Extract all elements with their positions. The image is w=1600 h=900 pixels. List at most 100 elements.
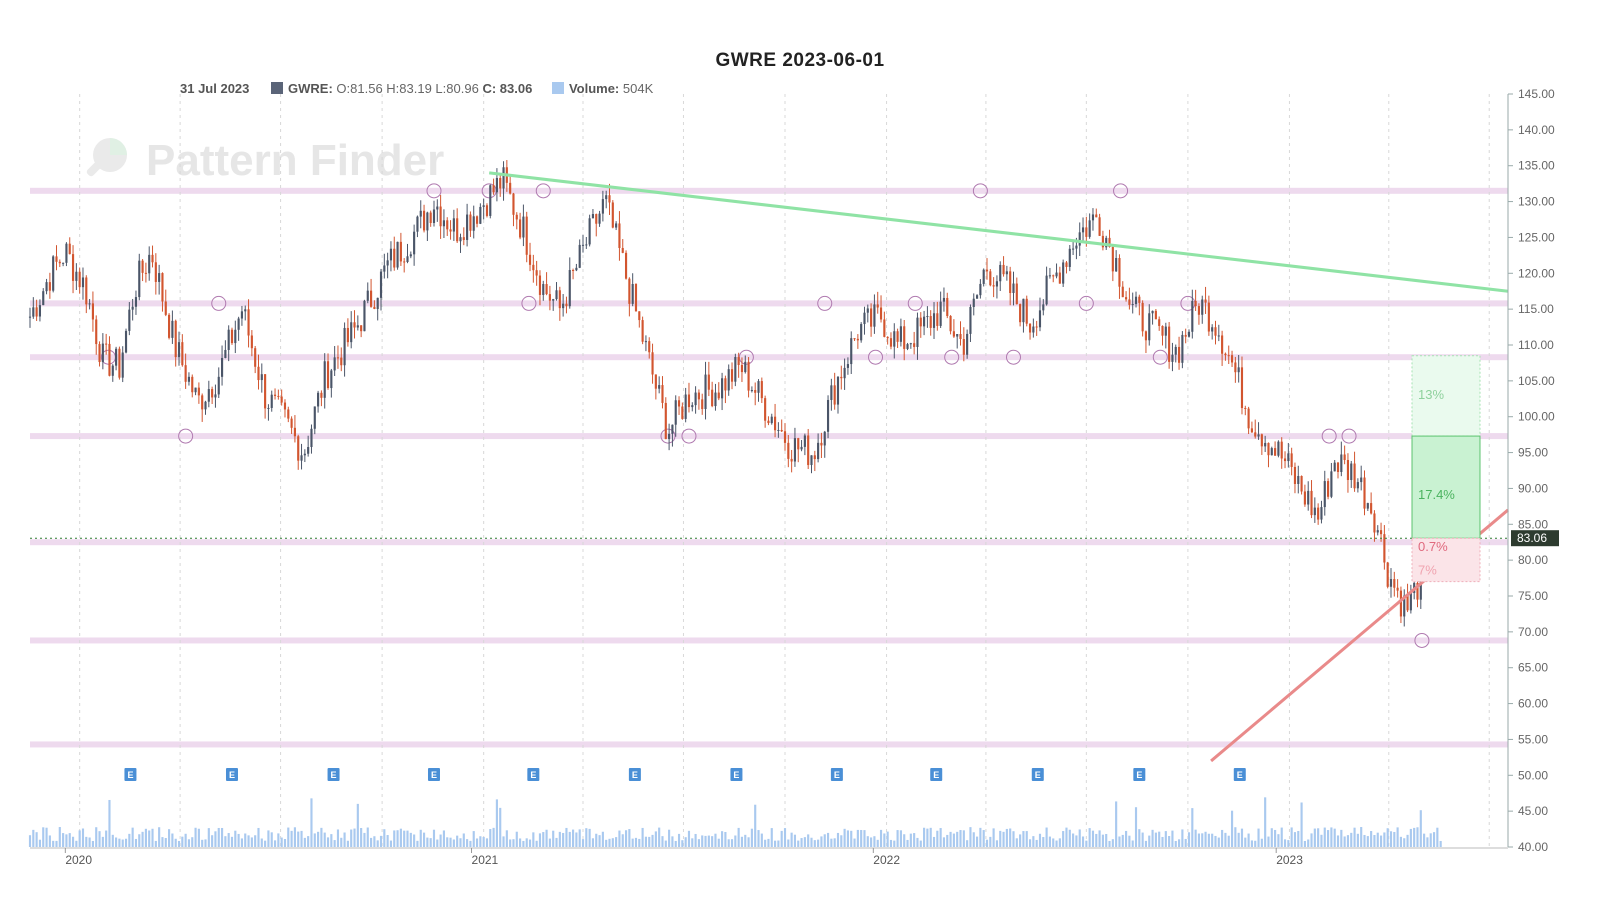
candle-body	[754, 390, 757, 393]
volume-bar	[558, 831, 561, 847]
candle-body	[711, 389, 714, 407]
candle-body	[1045, 275, 1048, 305]
info-volume: Volume: 504K	[551, 81, 654, 96]
candle-body	[1015, 283, 1018, 305]
volume-bar	[1254, 840, 1257, 847]
earnings-marker-bg	[730, 768, 743, 781]
y-tick-label: 130.00	[1518, 195, 1555, 209]
volume-bar	[519, 838, 522, 847]
candle-body	[1161, 325, 1164, 336]
volume-bar	[1187, 832, 1191, 847]
volume-bar	[936, 830, 939, 847]
volume-bar	[522, 840, 525, 847]
candle-body	[651, 352, 654, 375]
candle-body	[1366, 503, 1369, 509]
volume-bar	[1393, 831, 1396, 847]
candle-body	[671, 424, 674, 434]
candle-body	[1303, 491, 1306, 505]
candle-body	[1058, 272, 1061, 284]
volume-bar	[1244, 837, 1247, 847]
volume-bar	[1005, 828, 1008, 847]
candle-body	[323, 361, 326, 398]
level-line-4	[30, 539, 1508, 546]
candle-body	[280, 396, 283, 403]
candle-body	[972, 298, 975, 308]
volume-bar	[85, 836, 88, 847]
volume-bar	[1081, 836, 1085, 847]
candle-body	[916, 317, 919, 347]
candle-body	[618, 223, 621, 249]
earnings-marker-label: E	[1035, 770, 1041, 780]
earnings-marker-bg	[527, 768, 540, 781]
volume-bar	[1300, 802, 1303, 847]
volume-bar	[52, 840, 55, 847]
candle-body	[1121, 286, 1124, 298]
pattern-point-icon	[521, 295, 537, 311]
earnings-marker-icon: E	[830, 768, 843, 781]
volume-bar	[1366, 836, 1369, 847]
volume-bar	[214, 831, 217, 847]
volume-bar	[1168, 836, 1171, 847]
last-price-badge	[1511, 530, 1559, 547]
candle-body	[932, 313, 936, 328]
volume-bar	[379, 835, 383, 847]
candle-body	[668, 433, 671, 440]
candle-body	[1353, 463, 1356, 489]
earnings-marker-label: E	[632, 770, 638, 780]
volume-bar	[512, 839, 515, 847]
pattern-point-icon	[1005, 349, 1021, 365]
candle-body	[1032, 326, 1035, 333]
volume-bar	[605, 839, 608, 847]
candle-body	[1154, 310, 1157, 320]
earnings-marker-icon: E	[730, 768, 743, 781]
volume-bar	[366, 827, 369, 847]
candle-body	[535, 270, 538, 276]
candle-body	[903, 326, 906, 349]
pattern-point-icon	[944, 349, 960, 365]
candle-body	[1376, 530, 1379, 533]
candle-body	[1148, 313, 1151, 341]
candle-body	[131, 306, 134, 310]
volume-bar	[916, 837, 919, 847]
earnings-marker-icon: E	[1031, 768, 1044, 781]
candle-body	[68, 243, 71, 255]
volume-bar	[78, 830, 81, 847]
info-volume-value: 504K	[622, 81, 654, 96]
y-tick-label: 105.00	[1518, 374, 1555, 388]
volume-bar	[1131, 840, 1134, 847]
candle-body	[267, 407, 270, 409]
earnings-marker-bg	[930, 768, 943, 781]
volume-bar	[91, 840, 94, 847]
volume-bar	[1416, 827, 1419, 847]
candle-body	[1317, 507, 1320, 520]
volume-bar	[1340, 829, 1343, 847]
volume-bar	[870, 837, 873, 847]
volume-bar	[303, 837, 306, 847]
volume-bar	[773, 840, 777, 847]
volume-bar	[1227, 835, 1230, 847]
candle-body	[370, 290, 373, 307]
volume-bar	[234, 830, 237, 847]
candle-body	[681, 406, 684, 419]
volume-bar	[562, 832, 565, 847]
candle-body	[992, 285, 995, 287]
support-resistance-levels	[30, 187, 1508, 748]
candle-body	[562, 303, 565, 309]
x-tick-label: 2020	[65, 853, 92, 867]
volume-bar	[293, 827, 296, 847]
candle-body	[807, 435, 810, 466]
candle-body	[379, 271, 383, 298]
candle-body	[548, 294, 551, 301]
pattern-point-icon	[1113, 183, 1129, 199]
candle-body	[1111, 246, 1114, 272]
earnings-marker-icon: E	[1133, 768, 1146, 781]
candle-body	[42, 291, 45, 306]
volume-bar	[810, 837, 813, 847]
candle-body	[989, 271, 992, 286]
earnings-marker-label: E	[834, 770, 840, 780]
volume-bar	[545, 829, 548, 847]
candle-body	[595, 214, 598, 224]
candle-body	[850, 338, 853, 365]
earnings-marker-icon: E	[628, 768, 641, 781]
candle-body	[1118, 258, 1121, 287]
